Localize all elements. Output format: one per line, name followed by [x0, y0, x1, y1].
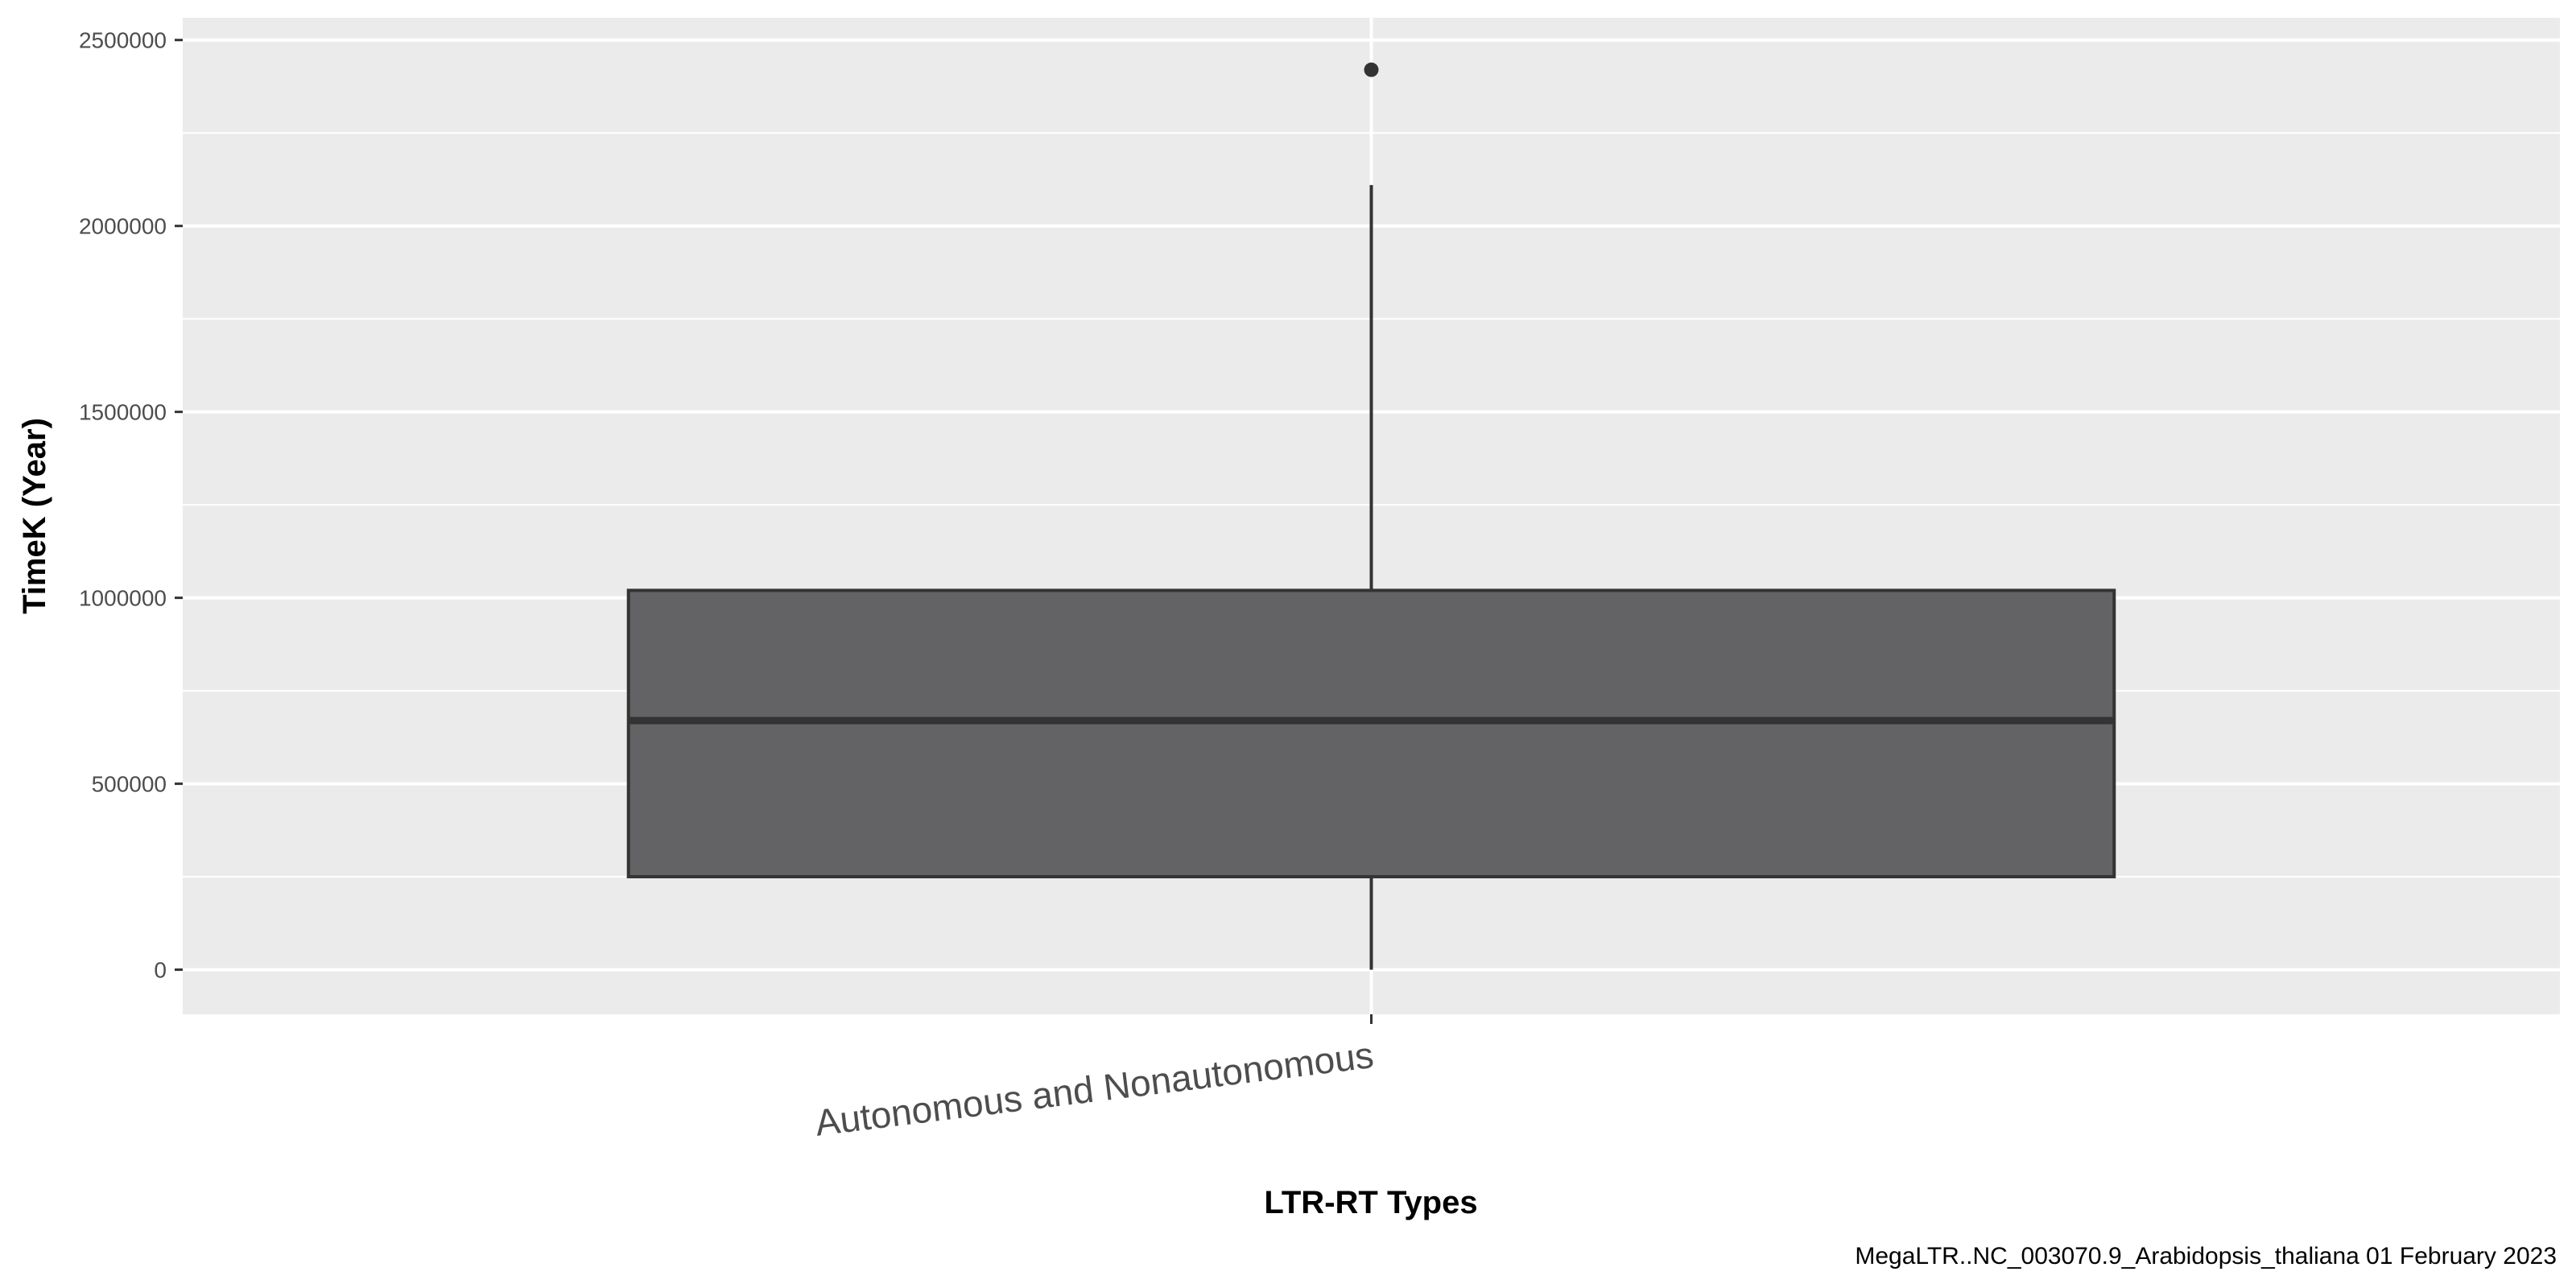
y-tick-label: 1000000: [79, 586, 167, 611]
y-tick-label: 500000: [92, 772, 167, 797]
y-tick-label: 1500000: [79, 400, 167, 425]
outlier-point: [1364, 62, 1379, 77]
y-tick-label: 2500000: [79, 28, 167, 53]
x-tick-label: Autonomous and Nonautonomous: [813, 1034, 1376, 1144]
y-tick-label: 0: [154, 958, 167, 983]
chart-caption: MegaLTR..NC_003070.9_Arabidopsis_thalian…: [1855, 1243, 2557, 1269]
iqr-box: [626, 588, 2116, 879]
y-tick-label: 2000000: [79, 214, 167, 239]
y-axis-title: TimeK (Year): [17, 418, 52, 614]
x-axis-title: LTR-RT Types: [1264, 1185, 1477, 1220]
box-layer: [626, 62, 2116, 970]
